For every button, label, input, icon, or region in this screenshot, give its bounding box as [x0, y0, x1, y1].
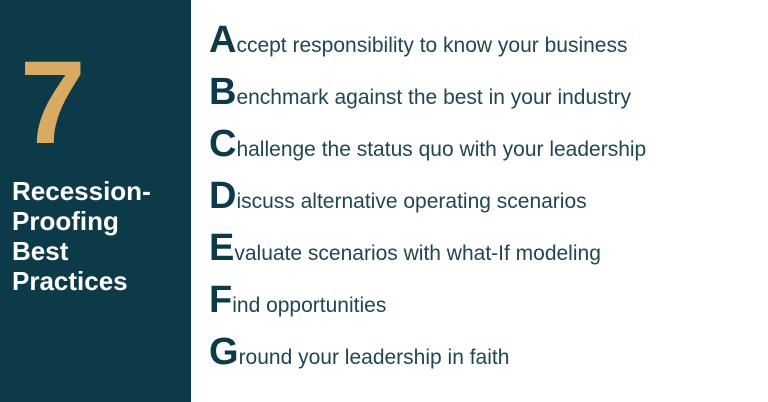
practice-item-a: A ccept responsibility to know your busi…	[209, 14, 765, 66]
practice-item-b: B enchmark against the best in your indu…	[209, 66, 765, 118]
practice-text-d: iscuss alternative operating scenarios	[236, 190, 587, 213]
title-panel: 7 Recession- Proofing Best Practices	[0, 0, 191, 402]
panel-title-line-2: Proofing	[12, 206, 119, 236]
practice-text-b: enchmark against the best in your indust…	[236, 86, 631, 109]
practice-letter-c: C	[209, 123, 237, 165]
practices-list: A ccept responsibility to know your busi…	[209, 14, 765, 378]
panel-title-line-4: Practices	[12, 266, 128, 296]
practice-letter-d: D	[209, 175, 237, 217]
panel-title-line-3: Best	[12, 236, 69, 266]
practice-item-f: F ind opportunities	[209, 274, 765, 326]
practice-text-a: ccept responsibility to know your busine…	[236, 34, 628, 57]
practice-item-c: C hallenge the status quo with your lead…	[209, 118, 765, 170]
practice-letter-a: A	[209, 19, 237, 61]
practice-letter-g: G	[209, 331, 239, 373]
practice-text-f: ind opportunities	[232, 294, 387, 317]
practice-letter-f: F	[209, 279, 233, 321]
practice-item-d: D iscuss alternative operating scenarios	[209, 170, 765, 222]
practice-text-c: hallenge the status quo with your leader…	[236, 138, 647, 161]
practice-text-g: round your leadership in faith	[238, 346, 510, 369]
practice-letter-e: E	[209, 227, 235, 269]
panel-title: Recession- Proofing Best Practices	[12, 176, 190, 296]
practice-text-e: valuate scenarios with what-If modeling	[234, 242, 601, 265]
big-number: 7	[20, 37, 86, 169]
practice-item-g: G round your leadership in faith	[209, 326, 765, 378]
practice-letter-b: B	[209, 71, 237, 113]
practice-item-e: E valuate scenarios with what-If modelin…	[209, 222, 765, 274]
panel-title-line-1: Recession-	[12, 176, 151, 206]
